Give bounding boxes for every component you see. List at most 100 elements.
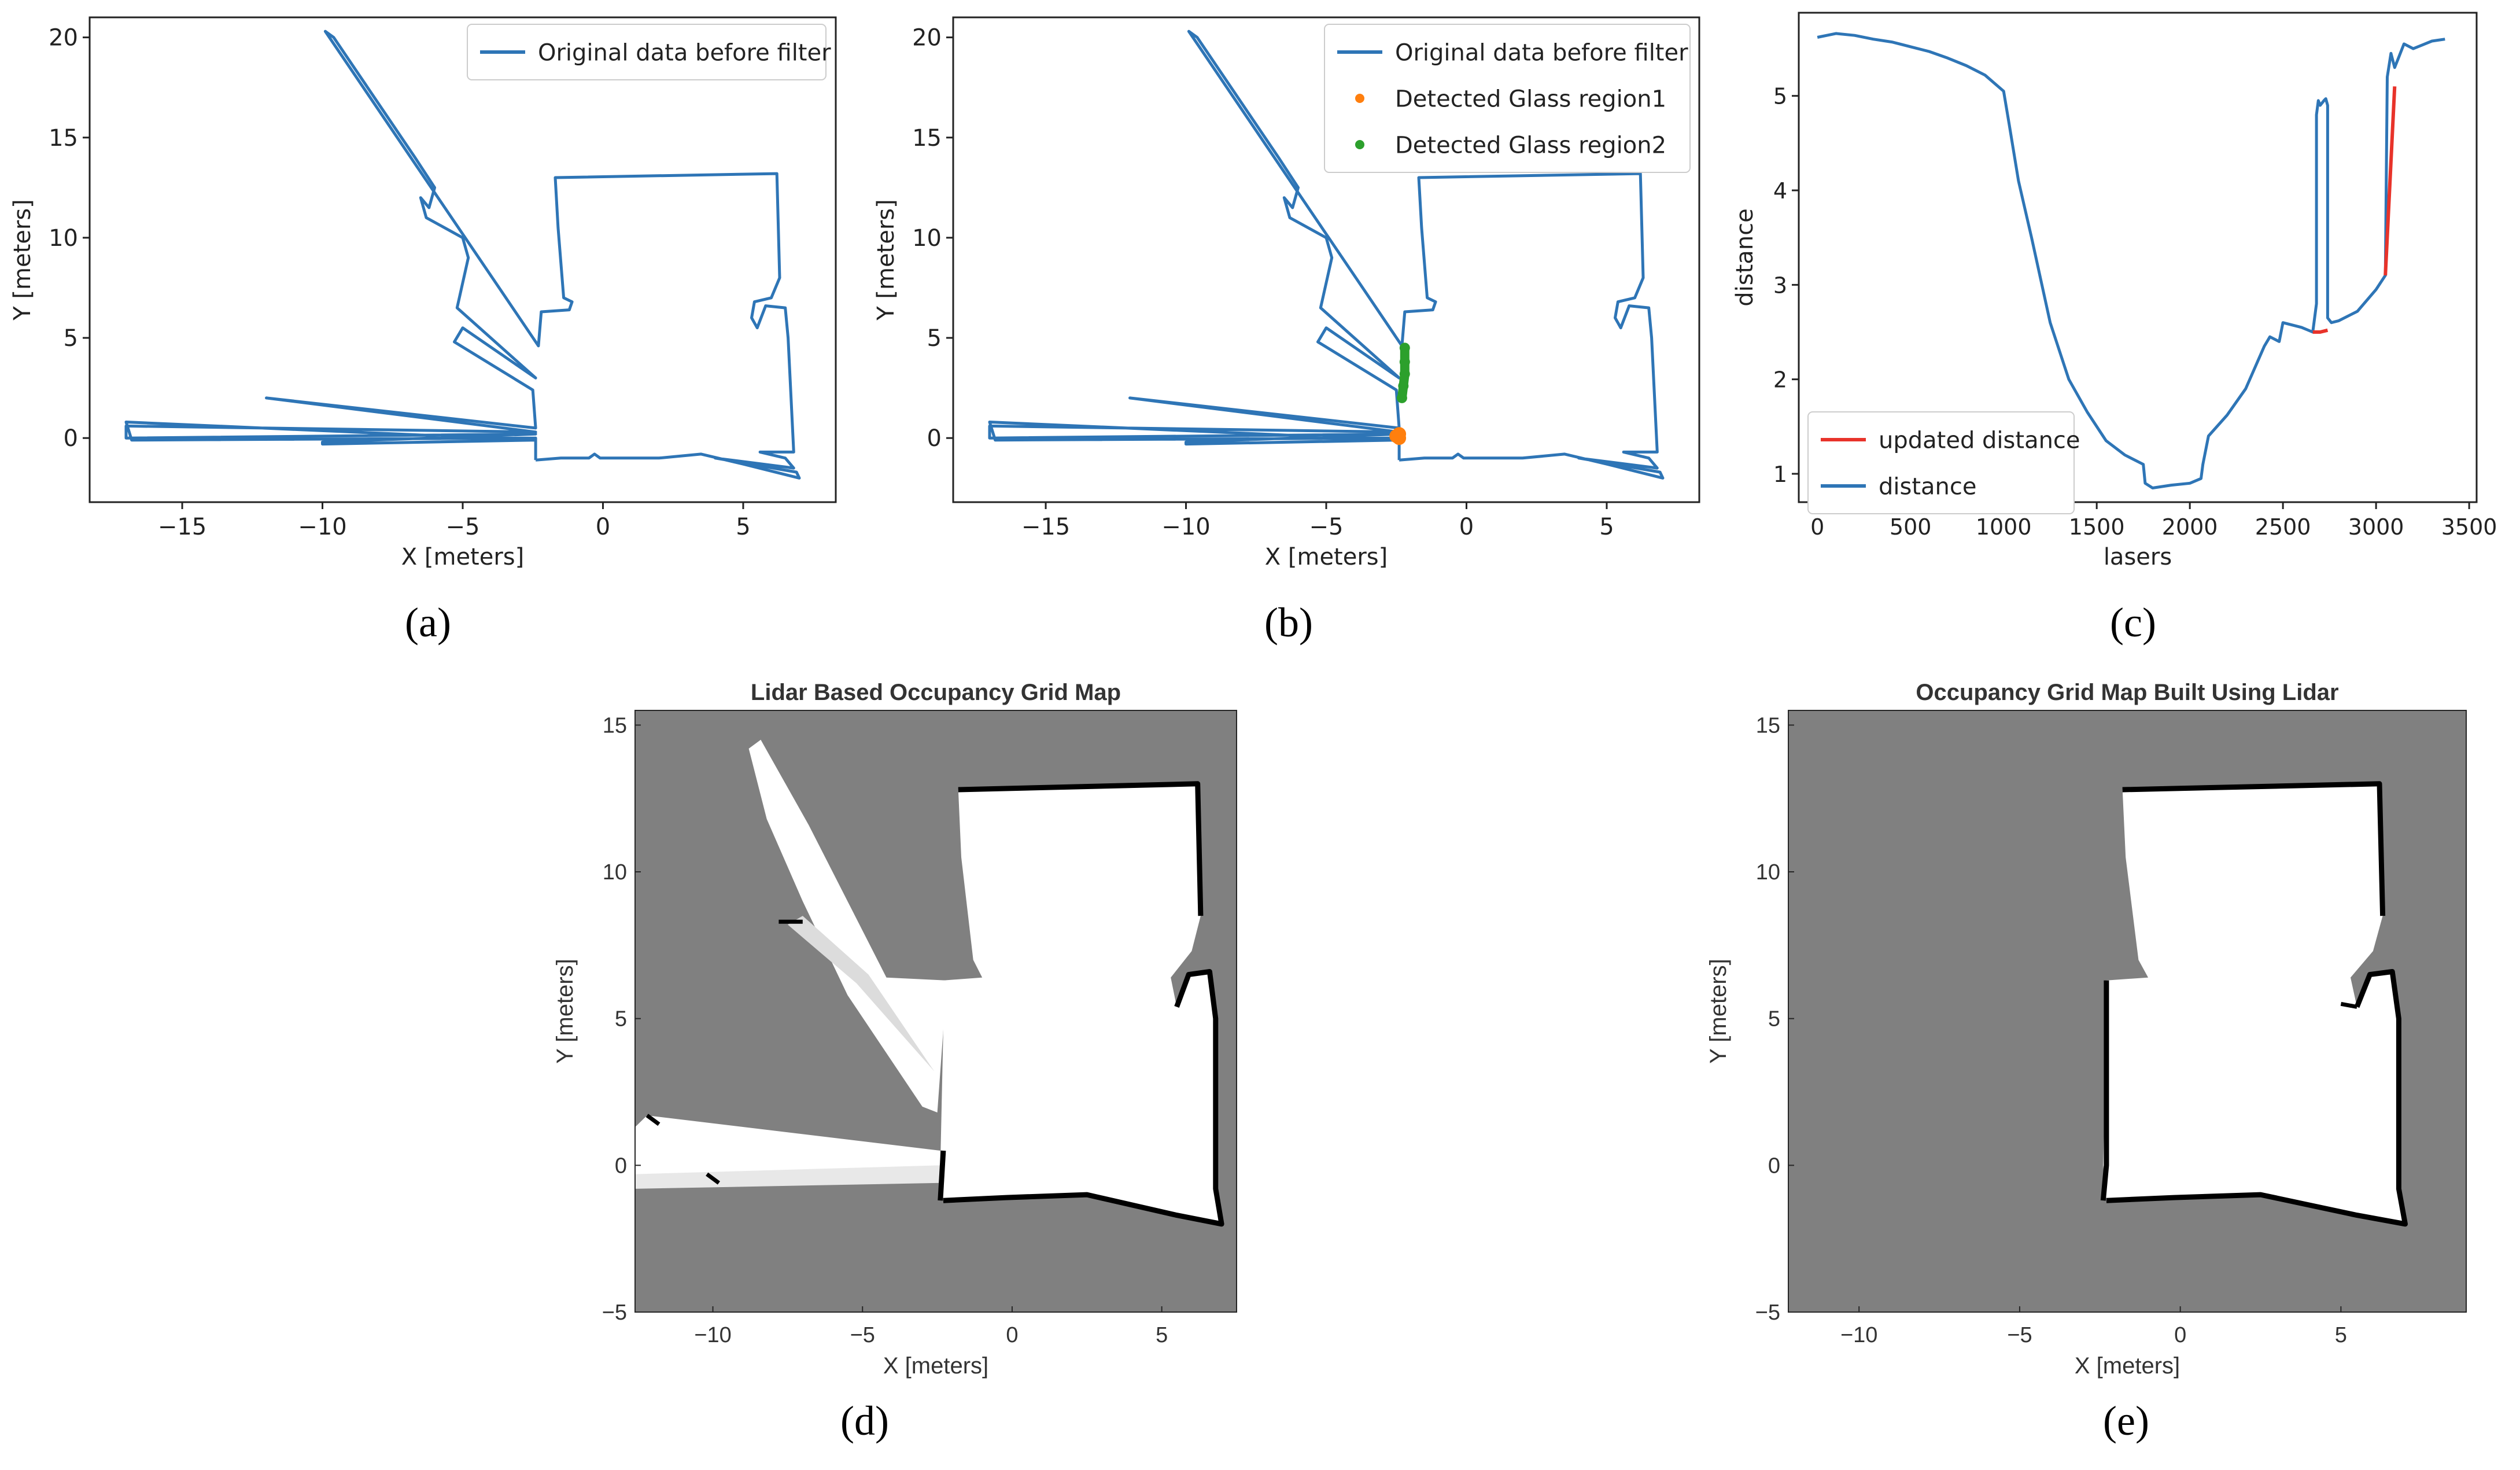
x-axis-label: X [meters] <box>883 1353 988 1379</box>
glass-region2-point <box>1399 356 1410 367</box>
occupied-wall-right <box>2106 969 2408 1227</box>
legend-box <box>467 24 827 80</box>
x-tick-label: 0 <box>2174 1323 2186 1347</box>
x-tick-label: 0 <box>1810 514 1824 540</box>
x-tick-label: 500 <box>1890 514 1932 540</box>
y-tick-label: 5 <box>1773 84 1787 109</box>
x-tick-label: −5 <box>2007 1323 2032 1347</box>
occupied-wall-left <box>938 1150 946 1201</box>
y-tick-label: 0 <box>927 425 942 452</box>
legend-label: updated distance <box>1879 427 2080 454</box>
x-tick-label: −15 <box>158 514 206 540</box>
y-tick-label: 15 <box>1756 713 1780 738</box>
free-space-ray-mid <box>787 916 935 1071</box>
occupied-wall-notch <box>2340 1001 2357 1009</box>
plot-frame <box>1788 710 2467 1313</box>
x-tick-label: −5 <box>1309 514 1344 540</box>
panel-a: −15 −10 −5 0 5 0 5 10 15 20 X [meters] Y [meters] Or… <box>9 16 837 570</box>
x-tick-label: 1500 <box>2069 514 2125 540</box>
y-tick-label: 10 <box>912 225 942 252</box>
glass-region2-point <box>1398 381 1409 392</box>
x-tick-label: 2000 <box>2162 514 2218 540</box>
glass-region1-point <box>1389 429 1404 443</box>
legend-label: distance <box>1879 473 1977 500</box>
plot-title: Lidar Based Occupancy Grid Map <box>751 680 1121 705</box>
y-tick-label: 0 <box>1768 1154 1780 1178</box>
panel-c: 0 500 1000 1500 2000 2500 3000 3500 1 2 3 4 5 lasers d… <box>1732 12 2497 570</box>
x-axis-label: lasers <box>2104 544 2172 570</box>
y-tick-label: 10 <box>1756 860 1780 885</box>
plot-frame <box>88 16 837 503</box>
panel-e: −10 −5 0 5 −5 0 5 10 15 Occupancy Grid Map Built … <box>1706 680 2467 1379</box>
occupied-wall-left <box>2100 980 2109 1201</box>
y-tick-label: 20 <box>912 25 942 51</box>
x-tick-label: −10 <box>1161 514 1210 540</box>
plot-title: Occupancy Grid Map Built Using Lidar <box>1916 680 2338 705</box>
x-tick-label: 0 <box>1459 514 1474 540</box>
y-tick-label: 15 <box>49 125 78 152</box>
legend-box <box>1324 24 1691 173</box>
y-tick-label: 5 <box>64 325 78 352</box>
legend-label: Detected Glass region1 <box>1395 86 1666 112</box>
panel-caption: (c) <box>2110 599 2156 646</box>
legend-label: Original data before filter <box>538 39 831 66</box>
series-line-distance <box>1817 32 2445 489</box>
x-tick-label: −10 <box>1840 1323 1877 1347</box>
legend-swatch <box>1355 94 1364 103</box>
x-tick-label: 2500 <box>2255 514 2311 540</box>
x-tick-label: 1000 <box>1976 514 2032 540</box>
x-tick-label: −10 <box>298 514 346 540</box>
panel-caption: (a) <box>405 599 451 646</box>
y-tick-label: 2 <box>1773 367 1787 393</box>
occupied-wall-ray-end <box>645 1114 661 1126</box>
x-tick-label: 3500 <box>2441 514 2497 540</box>
x-tick-label: 5 <box>2335 1323 2347 1347</box>
free-space-room <box>940 783 1222 1224</box>
x-tick-label: 3000 <box>2348 514 2404 540</box>
x-axis-label: X [meters] <box>2075 1353 2180 1379</box>
x-tick-label: 5 <box>1599 514 1614 540</box>
x-tick-label: 5 <box>1156 1323 1168 1347</box>
y-tick-label: 3 <box>1773 272 1787 298</box>
free-space-room <box>2103 783 2405 1224</box>
y-axis-label: Y [meters] <box>873 199 899 321</box>
series-line-updated-distance <box>2384 86 2397 276</box>
x-tick-label: 0 <box>596 514 610 540</box>
y-axis-label: Y [meters] <box>552 959 578 1064</box>
occupied-wall-ray-end <box>706 1172 720 1185</box>
series-line-updated-distance <box>2312 328 2329 334</box>
y-axis-label: Y [meters] <box>1706 959 1731 1064</box>
free-space-ray-lower <box>635 1165 940 1189</box>
legend-label: Original data before filter <box>1395 39 1688 66</box>
x-axis-label: X [meters] <box>401 544 524 570</box>
x-tick-label: −5 <box>850 1323 875 1347</box>
y-tick-label: 10 <box>49 225 78 252</box>
panel-caption: (e) <box>2103 1398 2149 1444</box>
y-tick-label: 20 <box>49 25 78 51</box>
panel-caption: (d) <box>840 1398 889 1444</box>
free-space-ray-left <box>635 1115 940 1180</box>
legend-label: Detected Glass region2 <box>1395 132 1666 159</box>
legend-swatch <box>1355 140 1364 149</box>
occupied-wall-top <box>2122 781 2386 916</box>
x-tick-label: −5 <box>446 514 480 540</box>
x-tick-label: −15 <box>1021 514 1070 540</box>
y-tick-label: 5 <box>615 1007 627 1031</box>
glass-region2-point <box>1396 392 1407 403</box>
plot-frame <box>634 710 1237 1313</box>
legend-box <box>1807 411 2075 514</box>
y-axis-label: distance <box>1732 208 1758 307</box>
panel-caption: (b) <box>1264 599 1313 646</box>
y-tick-label: 0 <box>64 425 78 452</box>
y-tick-label: 4 <box>1773 178 1787 204</box>
x-tick-label: −10 <box>694 1323 731 1347</box>
panel-d: −10 −5 0 5 −5 0 5 10 15 Lidar Based Occupancy Gri… <box>552 680 1237 1379</box>
series-line-original <box>988 30 1665 480</box>
y-tick-label: −5 <box>602 1300 627 1325</box>
y-tick-label: 0 <box>615 1154 627 1178</box>
y-tick-label: 15 <box>603 713 627 738</box>
occupied-wall-right <box>943 969 1224 1227</box>
glass-region2-point <box>1399 342 1410 353</box>
y-tick-label: 5 <box>1768 1007 1780 1031</box>
